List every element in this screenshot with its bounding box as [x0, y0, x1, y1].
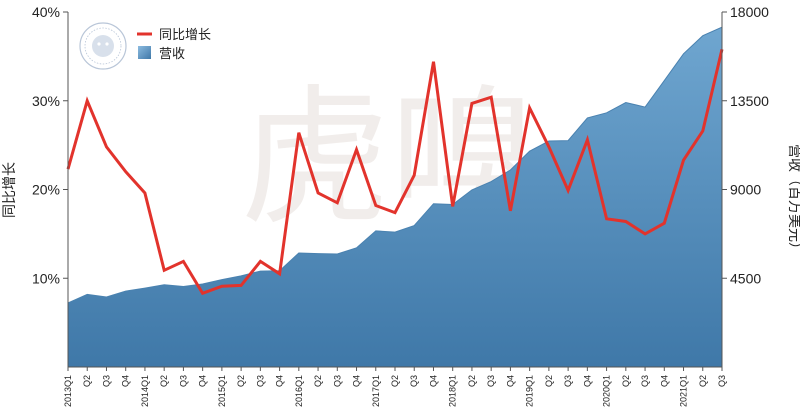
x-tick-label: 2020Q1	[602, 375, 612, 407]
x-tick-label: Q4	[198, 375, 208, 387]
x-tick-label: Q4	[121, 375, 131, 387]
right-axis-ticks: 4500 9000 13500 18000	[722, 4, 769, 286]
x-tick-label: Q4	[582, 375, 592, 387]
x-tick-label: Q4	[659, 375, 669, 387]
x-tick-label: Q2	[621, 375, 631, 387]
x-tick-label: Q3	[101, 375, 111, 387]
growth-line-layer	[66, 48, 724, 296]
left-axis-ticks: 10% 20% 30% 40%	[32, 4, 68, 286]
x-tick-label: Q3	[409, 375, 419, 387]
right-axis-title: 营收（百万美元）	[786, 144, 800, 256]
x-tick-label: Q2	[82, 375, 92, 387]
x-tick-label: 2016Q1	[294, 375, 304, 407]
legend-area-swatch	[138, 46, 151, 59]
legend: 同比增长 营收	[137, 28, 211, 62]
revenue-area	[67, 26, 723, 368]
x-tick-label: Q2	[313, 375, 323, 387]
x-tick-label: Q2	[698, 375, 708, 387]
logo-seal	[79, 22, 127, 70]
x-axis-ticks: 2013Q1 Q2 Q3 Q4 2014Q1 Q2 Q3 Q4 2015Q1 Q2 Q3 Q4 2016…	[63, 367, 727, 407]
left-tick-label: 30%	[32, 93, 60, 109]
left-tick-label: 20%	[32, 182, 60, 198]
left-tick-label: 10%	[32, 270, 60, 286]
x-tick-label: 2015Q1	[217, 375, 227, 407]
x-tick-label: 2018Q1	[448, 375, 458, 407]
x-tick-label: Q4	[275, 375, 285, 387]
growth-line	[66, 48, 724, 296]
x-tick-label: Q3	[563, 375, 573, 387]
x-tick-label: Q4	[428, 375, 438, 387]
x-tick-label: 2014Q1	[140, 375, 150, 407]
legend-label-revenue: 营收	[159, 47, 185, 62]
x-tick-label: Q2	[159, 375, 169, 387]
x-tick-label: Q3	[717, 375, 727, 387]
x-tick-label: Q3	[486, 375, 496, 387]
legend-label-growth: 同比增长	[159, 28, 211, 43]
left-axis-title: 同比增长	[2, 162, 18, 218]
x-tick-label: 2017Q1	[371, 375, 381, 407]
right-tick-label: 13500	[730, 93, 769, 109]
x-tick-label: Q4	[352, 375, 362, 387]
x-tick-label: Q4	[505, 375, 515, 387]
x-tick-label: Q3	[178, 375, 188, 387]
x-tick-label: 2021Q1	[679, 375, 689, 407]
x-tick-label: Q3	[255, 375, 265, 387]
left-tick-label: 40%	[32, 4, 60, 20]
right-tick-label: 4500	[730, 270, 761, 286]
right-tick-label: 9000	[730, 182, 761, 198]
x-tick-label: Q2	[544, 375, 554, 387]
revenue-area-layer	[67, 26, 723, 368]
x-tick-label: 2019Q1	[525, 375, 535, 407]
x-tick-label: Q2	[236, 375, 246, 387]
x-tick-label: Q3	[640, 375, 650, 387]
x-tick-label: Q2	[390, 375, 400, 387]
x-tick-label: Q2	[467, 375, 477, 387]
right-tick-label: 18000	[730, 4, 769, 20]
x-tick-label: 2013Q1	[63, 375, 73, 407]
x-tick-label: Q3	[332, 375, 342, 387]
